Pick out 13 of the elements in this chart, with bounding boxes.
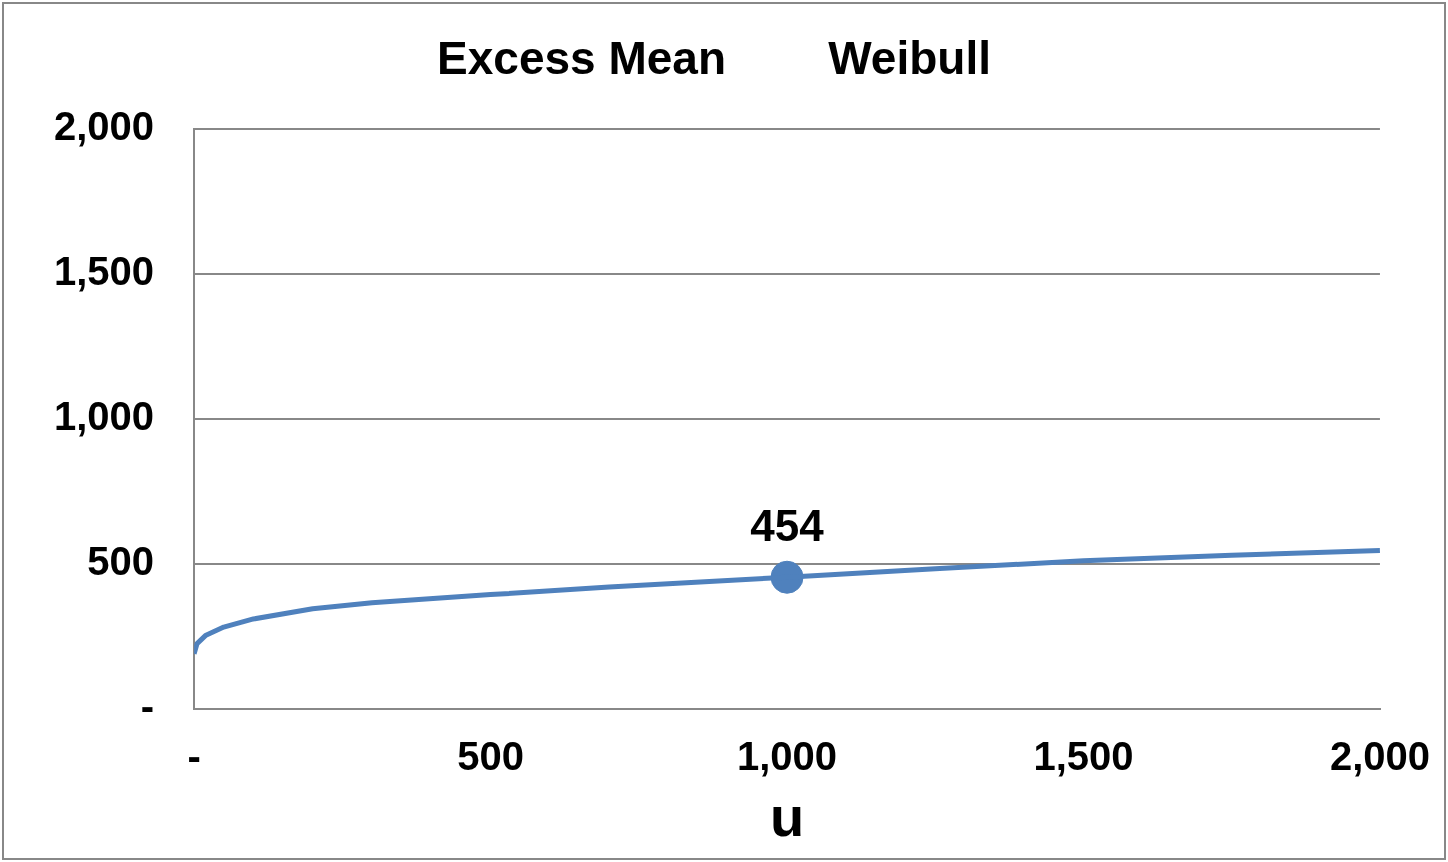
y-tick-label: 1,000: [53, 394, 155, 439]
data-label: 454: [750, 501, 825, 551]
x-tick-label: -: [187, 733, 201, 778]
y-tick-label: 2,000: [53, 104, 155, 149]
x-axis-title: u: [769, 784, 805, 848]
y-tick-label: 500: [87, 538, 155, 583]
x-tick-label: 500: [457, 733, 524, 778]
x-tick-label: 2,000: [1329, 733, 1431, 778]
y-tick-label: 1,500: [53, 249, 155, 294]
x-tick-label: 1,000: [736, 733, 838, 778]
x-tick-label: 1,500: [1033, 733, 1134, 778]
y-tick-label: -: [140, 683, 155, 728]
chart-title: Excess Mean Weibull: [437, 32, 991, 85]
